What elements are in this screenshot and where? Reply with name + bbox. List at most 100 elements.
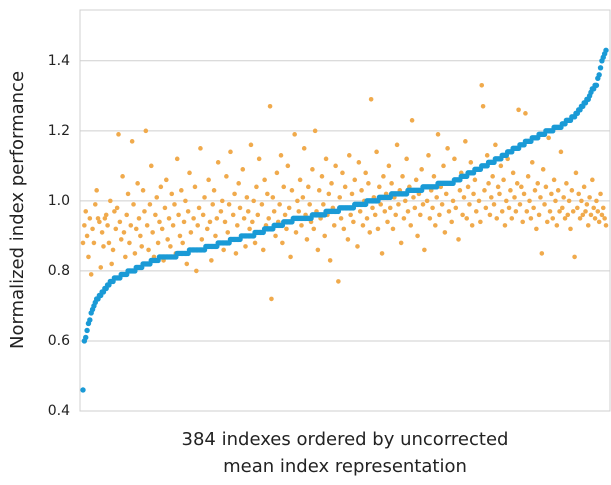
data-point xyxy=(417,212,423,218)
data-point xyxy=(435,132,441,137)
data-point xyxy=(465,184,471,190)
data-point xyxy=(446,209,452,214)
data-point xyxy=(535,181,541,186)
data-point xyxy=(564,181,569,186)
data-point xyxy=(316,188,322,193)
data-point xyxy=(349,191,355,197)
data-point xyxy=(367,230,373,235)
data-point xyxy=(166,216,172,221)
data-point xyxy=(150,230,155,235)
data-point xyxy=(419,167,424,172)
data-point xyxy=(378,202,383,207)
data-point xyxy=(319,174,325,179)
data-point xyxy=(256,156,262,162)
data-point xyxy=(449,219,454,225)
data-point xyxy=(551,177,557,183)
data-point xyxy=(213,233,218,239)
data-point xyxy=(517,202,523,207)
data-point xyxy=(415,233,420,239)
data-point xyxy=(97,219,102,225)
data-point xyxy=(157,219,162,225)
data-point xyxy=(310,167,315,172)
data-point xyxy=(508,188,513,193)
y-tick-label: 1.4 xyxy=(48,53,70,69)
data-point xyxy=(486,181,491,186)
data-point xyxy=(504,198,509,204)
data-point xyxy=(531,205,536,211)
x-axis-label: 384 indexes ordered by uncorrected xyxy=(182,429,509,450)
data-point xyxy=(128,223,134,228)
data-point xyxy=(120,174,125,179)
data-point xyxy=(370,205,375,211)
data-point xyxy=(585,223,591,228)
data-point xyxy=(558,149,564,155)
data-point xyxy=(260,247,266,253)
data-point xyxy=(426,153,431,158)
data-point xyxy=(453,205,459,211)
data-point xyxy=(560,205,565,211)
data-point xyxy=(398,240,404,246)
data-point xyxy=(584,202,590,207)
data-point xyxy=(281,184,287,190)
data-point xyxy=(259,202,265,207)
data-point xyxy=(377,184,382,190)
data-point xyxy=(230,212,236,218)
data-point xyxy=(368,97,374,102)
data-point xyxy=(364,216,370,221)
data-point xyxy=(284,226,289,232)
data-point xyxy=(352,177,358,183)
data-point xyxy=(196,205,202,211)
data-point xyxy=(285,163,291,169)
data-point xyxy=(307,202,312,207)
data-point xyxy=(499,209,505,214)
data-point xyxy=(286,205,292,211)
data-point xyxy=(599,212,605,218)
data-point xyxy=(127,240,132,246)
data-point xyxy=(280,240,285,246)
data-point xyxy=(600,205,606,211)
data-point xyxy=(389,181,394,186)
data-point xyxy=(241,216,247,221)
data-point xyxy=(513,209,519,214)
data-point xyxy=(460,212,465,218)
data-point xyxy=(165,237,170,242)
data-point xyxy=(553,198,558,204)
data-point xyxy=(385,219,390,225)
data-point xyxy=(575,205,580,211)
data-point xyxy=(225,230,231,235)
data-point xyxy=(357,209,363,214)
data-point xyxy=(402,198,408,204)
data-point xyxy=(255,212,261,218)
data-point xyxy=(295,198,300,204)
data-point xyxy=(566,198,572,204)
data-point xyxy=(443,191,449,197)
data-point xyxy=(412,205,418,211)
data-point xyxy=(200,212,206,218)
data-point xyxy=(573,170,579,176)
data-point xyxy=(337,195,343,200)
data-point xyxy=(409,118,415,123)
data-point xyxy=(583,209,588,214)
data-point xyxy=(80,240,86,246)
data-point xyxy=(218,209,224,214)
data-point xyxy=(106,240,112,246)
data-point xyxy=(497,191,502,197)
data-point xyxy=(282,212,288,218)
data-point xyxy=(598,191,603,197)
data-point xyxy=(555,188,561,193)
data-point xyxy=(577,216,583,221)
data-point xyxy=(321,202,326,207)
data-point xyxy=(84,327,90,334)
data-point xyxy=(296,209,302,214)
data-point xyxy=(262,177,267,183)
data-point xyxy=(222,219,228,225)
y-tick-label: 0.6 xyxy=(48,333,70,349)
data-point xyxy=(304,237,310,242)
data-point xyxy=(179,188,184,193)
data-point xyxy=(146,247,151,253)
data-point xyxy=(221,247,226,253)
data-point xyxy=(153,212,158,218)
data-point xyxy=(346,153,352,158)
data-point xyxy=(329,181,334,186)
data-point xyxy=(297,177,303,183)
